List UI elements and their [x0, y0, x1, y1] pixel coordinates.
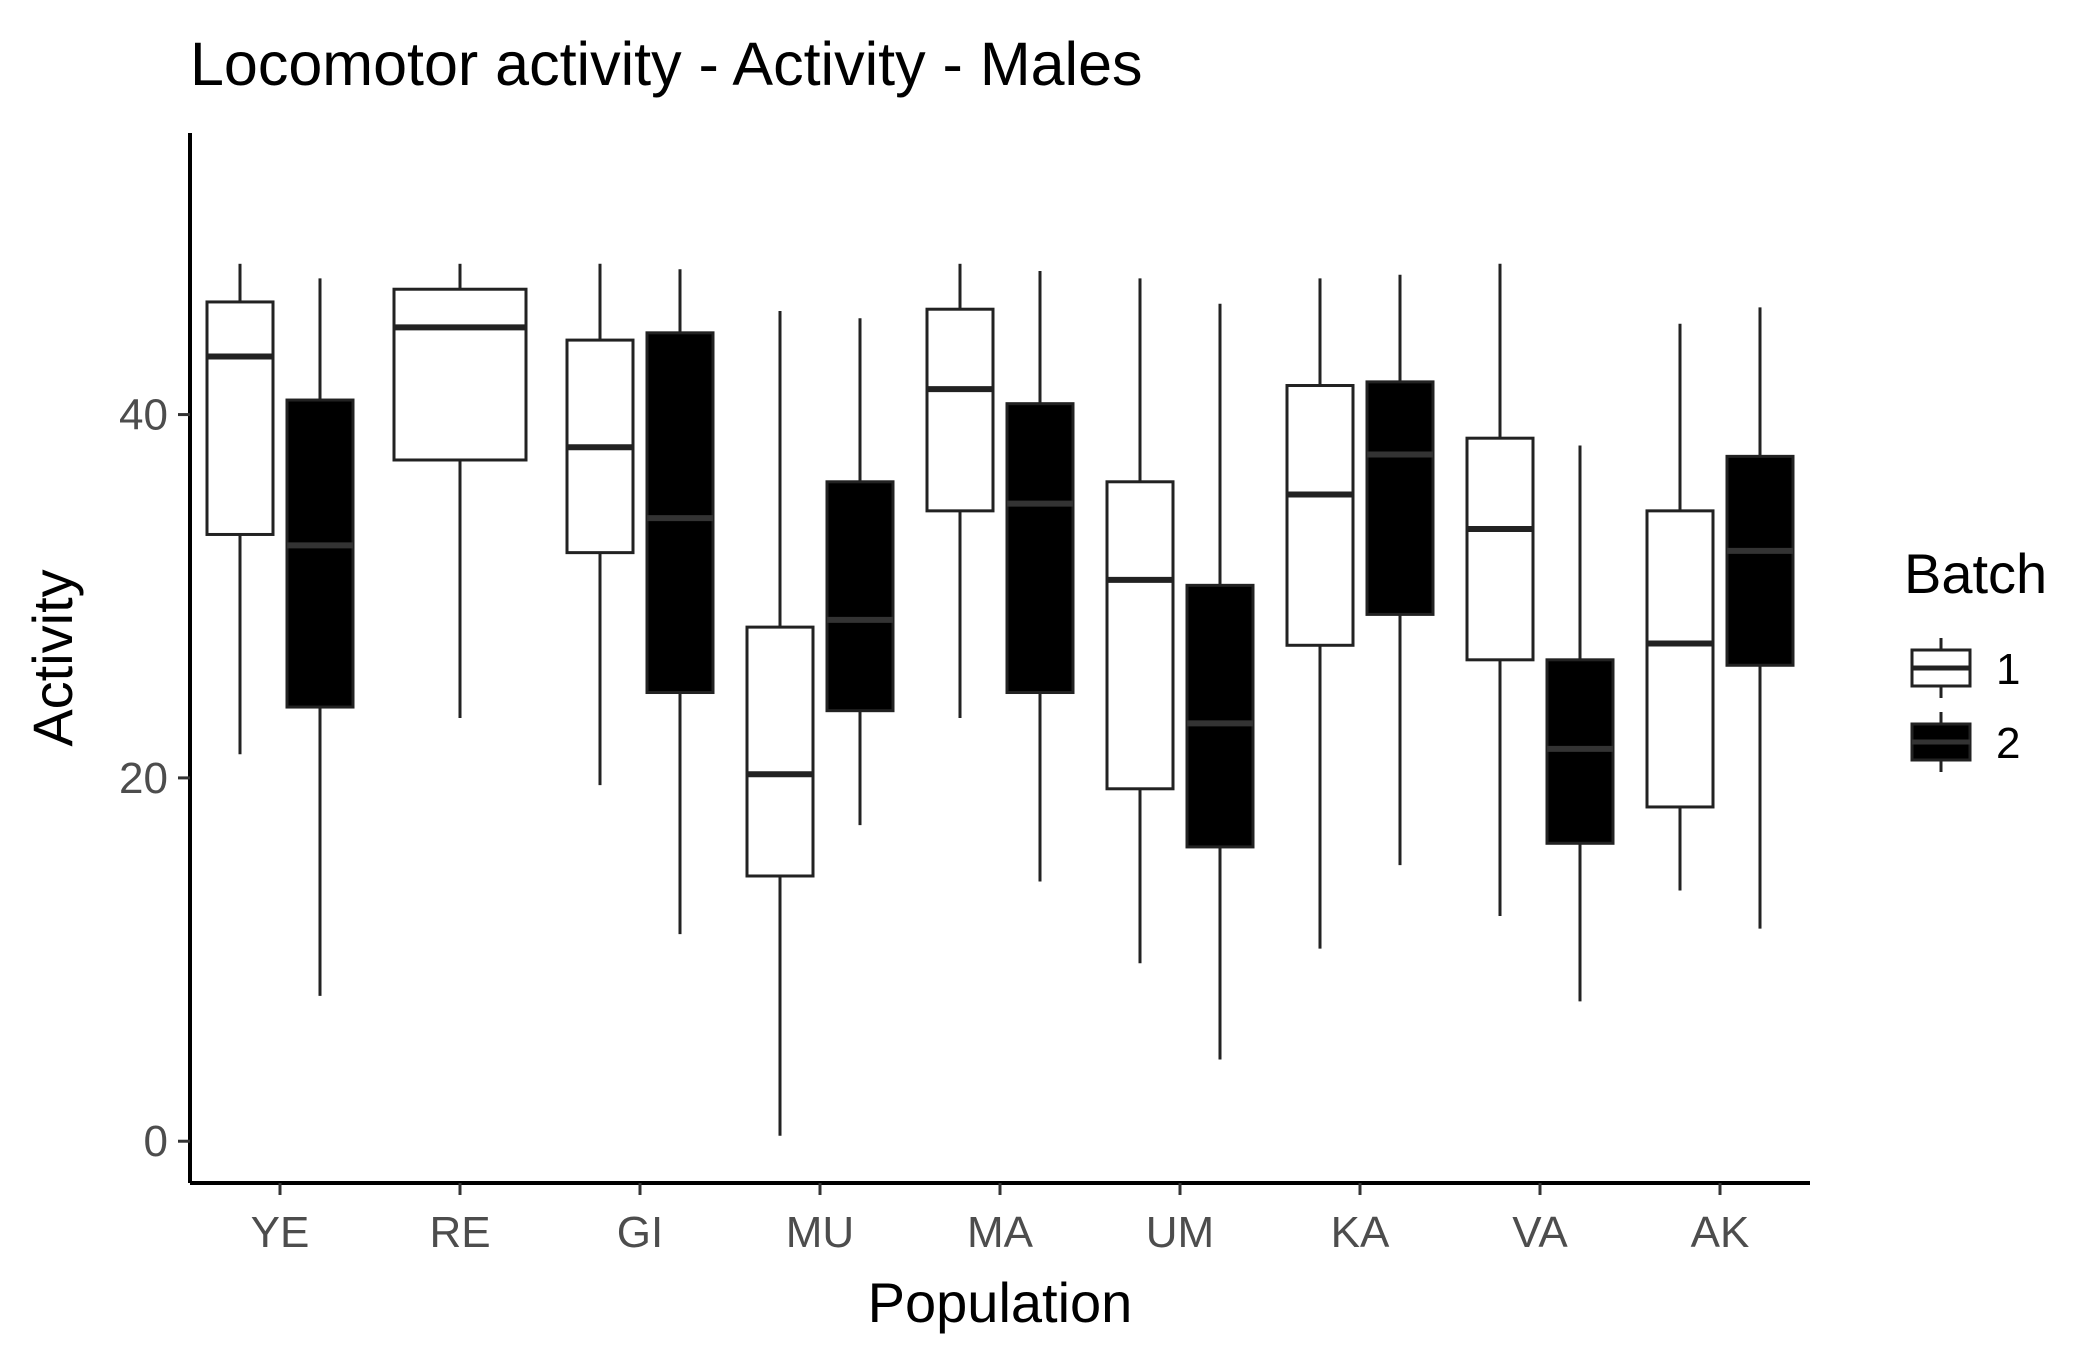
- y-tick-label: 40: [119, 391, 168, 440]
- box-2-KA: [1365, 274, 1435, 866]
- x-tick-label: MA: [967, 1208, 1034, 1257]
- legend-title: Batch: [1904, 542, 2047, 605]
- box-1-GI: [565, 263, 635, 786]
- legend-key-2: [1910, 712, 1972, 772]
- box-1-AK: [1645, 323, 1715, 891]
- box-1-RE: [392, 263, 528, 718]
- box-2-GI: [645, 269, 715, 935]
- box-1-MU: [745, 311, 815, 1136]
- box-1-YE: [205, 263, 275, 755]
- box-body: [392, 287, 528, 462]
- x-tick-label: VA: [1512, 1208, 1568, 1257]
- x-axis-ticks: YE RE GI MU MA UM KA VA AK: [251, 1183, 1750, 1257]
- chart-title: Locomotor activity - Activity - Males: [190, 30, 1143, 98]
- box-body: [1185, 583, 1255, 849]
- box-2-YE: [285, 278, 355, 996]
- x-tick-label: RE: [429, 1208, 490, 1257]
- box-2-MU: [825, 318, 895, 826]
- box-body: [1725, 454, 1795, 667]
- box-body: [825, 480, 895, 713]
- box-body: [745, 625, 815, 878]
- box-body: [1005, 402, 1075, 695]
- box-2-VA: [1545, 445, 1615, 1002]
- box-2-UM: [1185, 303, 1255, 1060]
- box-body: [1645, 509, 1715, 809]
- x-tick-label: MU: [786, 1208, 854, 1257]
- plot-area: [205, 263, 1795, 1136]
- box-body: [925, 307, 995, 513]
- box-1-VA: [1465, 263, 1535, 916]
- x-axis-title: Population: [868, 1271, 1133, 1334]
- y-tick-label: 0: [144, 1117, 168, 1166]
- legend: Batch 1 2: [1904, 542, 2047, 772]
- x-tick-label: KA: [1331, 1208, 1390, 1257]
- legend-label: 2: [1996, 719, 2020, 768]
- x-tick-label: YE: [251, 1208, 310, 1257]
- box-1-UM: [1105, 278, 1175, 964]
- x-tick-label: UM: [1146, 1208, 1214, 1257]
- legend-key-1: [1910, 638, 1972, 698]
- box-2-MA: [1005, 271, 1075, 882]
- y-axis-ticks: 0 20 40: [119, 391, 190, 1166]
- box-body: [1465, 436, 1535, 662]
- x-tick-label: GI: [617, 1208, 663, 1257]
- y-tick-label: 20: [119, 754, 168, 803]
- box-body: [1105, 480, 1175, 791]
- box-body: [285, 398, 355, 709]
- box-2-AK: [1725, 307, 1795, 929]
- box-body: [1285, 384, 1355, 647]
- box-body: [1365, 380, 1435, 616]
- legend-label: 1: [1996, 645, 2020, 694]
- box-1-KA: [1285, 278, 1355, 949]
- y-axis-title: Activity: [21, 569, 84, 746]
- box-body: [645, 331, 715, 695]
- box-1-MA: [925, 263, 995, 718]
- box-body: [205, 300, 275, 536]
- x-tick-label: AK: [1691, 1208, 1750, 1257]
